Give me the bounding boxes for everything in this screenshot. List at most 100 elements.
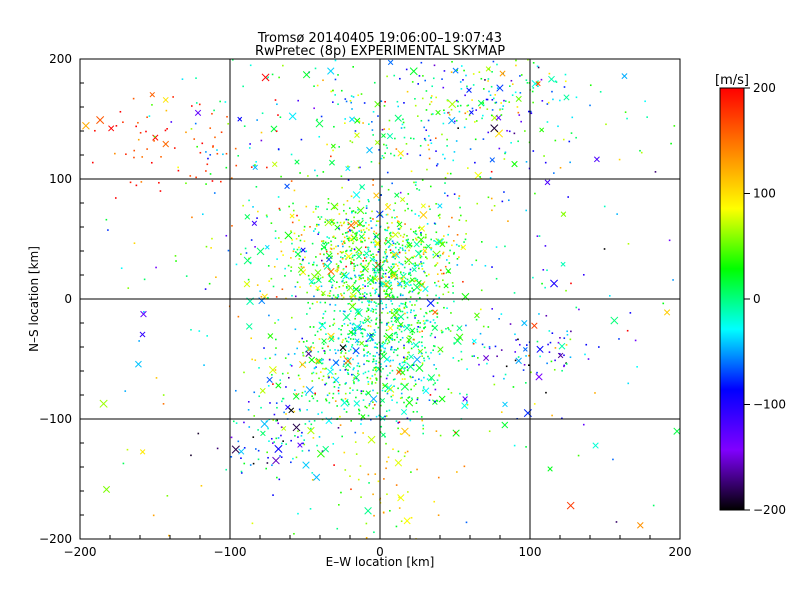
scatter-point <box>487 80 489 82</box>
scatter-marker-cross <box>320 244 328 251</box>
scatter-point <box>423 376 425 379</box>
scatter-point <box>506 129 508 132</box>
scatter-point <box>528 364 530 366</box>
scatter-point <box>281 442 283 445</box>
scatter-point <box>491 71 493 73</box>
scatter-point <box>341 435 343 438</box>
scatter-point <box>402 271 405 274</box>
scatter-point <box>146 116 148 119</box>
scatter-point <box>275 296 278 298</box>
scatter-point <box>351 229 353 232</box>
scatter-point <box>425 319 428 322</box>
scatter-point <box>383 251 386 253</box>
scatter-point <box>308 449 310 452</box>
scatter-point <box>321 276 324 279</box>
scatter-point <box>488 68 490 70</box>
scatter-point <box>403 430 406 433</box>
scatter-point <box>397 422 400 424</box>
scatter-point <box>413 181 415 184</box>
scatter-point <box>325 382 328 385</box>
scatter-point <box>385 415 388 417</box>
scatter-point <box>463 69 465 72</box>
scatter-point <box>372 308 375 311</box>
scatter-point <box>362 254 365 256</box>
scatter-point <box>407 335 410 337</box>
scatter-point <box>296 281 299 284</box>
scatter-point <box>344 369 347 371</box>
scatter-point <box>415 181 417 184</box>
scatter-point <box>537 81 539 84</box>
scatter-point <box>428 148 430 151</box>
scatter-point <box>260 131 263 134</box>
scatter-marker-cross <box>535 373 543 381</box>
scatter-point <box>351 262 353 264</box>
scatter-point <box>413 385 416 387</box>
scatter-point <box>508 130 511 133</box>
scatter-point <box>515 339 517 341</box>
scatter-point <box>272 419 275 421</box>
scatter-point <box>309 226 311 228</box>
scatter-point <box>459 104 462 107</box>
scatter-point <box>404 378 406 380</box>
scatter-point <box>565 363 568 365</box>
scatter-point <box>445 327 447 330</box>
scatter-point <box>383 128 386 130</box>
scatter-point <box>386 213 389 216</box>
scatter-point <box>394 137 396 140</box>
scatter-point <box>404 301 407 304</box>
scatter-point <box>654 171 657 173</box>
scatter-point <box>529 110 532 113</box>
scatter-point <box>354 317 356 320</box>
scatter-point <box>383 283 386 286</box>
scatter-point <box>390 251 392 254</box>
scatter-point <box>353 287 355 290</box>
scatter-point <box>375 288 378 291</box>
scatter-point <box>454 120 456 123</box>
scatter-point <box>532 87 535 89</box>
scatter-point <box>143 311 145 313</box>
scatter-point <box>293 532 295 535</box>
scatter-point <box>281 372 284 375</box>
scatter-point <box>339 221 342 224</box>
scatter-point <box>333 247 335 250</box>
scatter-point <box>416 397 419 399</box>
scatter-point <box>397 310 399 312</box>
scatter-point <box>332 443 335 445</box>
scatter-point <box>454 431 457 434</box>
scatter-point <box>346 237 349 240</box>
scatter-point <box>432 319 435 321</box>
scatter-point <box>417 83 420 85</box>
scatter-point <box>284 357 287 359</box>
scatter-point <box>351 323 354 326</box>
scatter-point <box>420 241 423 244</box>
scatter-point <box>382 276 385 279</box>
scatter-point <box>462 280 464 283</box>
scatter-point <box>343 408 346 411</box>
scatter-point <box>243 371 245 374</box>
scatter-point <box>398 228 401 230</box>
scatter-point <box>365 227 368 230</box>
scatter-point <box>546 269 548 272</box>
scatter-point <box>391 296 393 298</box>
scatter-point <box>448 114 451 116</box>
scatter-point <box>386 75 388 78</box>
scatter-point <box>390 281 393 284</box>
scatter-point <box>165 109 168 112</box>
scatter-point <box>227 122 229 125</box>
scatter-point <box>413 265 416 268</box>
scatter-point <box>295 251 297 254</box>
scatter-point <box>417 345 419 348</box>
scatter-marker-cross <box>438 395 446 403</box>
scatter-point <box>251 522 254 525</box>
chart-subtitle: RwPretec (8p) EXPERIMENTAL SKYMAP <box>255 44 505 59</box>
scatter-point <box>139 131 142 134</box>
scatter-point <box>386 392 389 395</box>
scatter-point <box>340 491 342 494</box>
scatter-point <box>451 244 453 247</box>
scatter-point <box>381 261 384 263</box>
scatter-point <box>391 309 393 311</box>
scatter-point <box>444 182 446 184</box>
scatter-point <box>396 327 399 329</box>
scatter-point <box>398 362 401 365</box>
scatter-point <box>330 376 333 379</box>
